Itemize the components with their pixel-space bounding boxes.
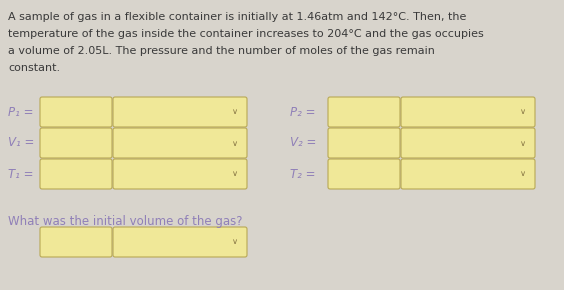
Text: V₁ =: V₁ = xyxy=(8,137,34,150)
Text: temperature of the gas inside the container increases to 204°C and the gas occup: temperature of the gas inside the contai… xyxy=(8,29,484,39)
FancyBboxPatch shape xyxy=(40,227,112,257)
FancyBboxPatch shape xyxy=(113,159,247,189)
FancyBboxPatch shape xyxy=(113,97,247,127)
Text: ∨: ∨ xyxy=(232,169,238,179)
FancyBboxPatch shape xyxy=(40,97,112,127)
Text: ∨: ∨ xyxy=(232,238,238,246)
Text: P₁ =: P₁ = xyxy=(8,106,33,119)
FancyBboxPatch shape xyxy=(40,159,112,189)
Text: ∨: ∨ xyxy=(232,108,238,117)
FancyBboxPatch shape xyxy=(113,227,247,257)
FancyBboxPatch shape xyxy=(113,128,247,158)
Text: ∨: ∨ xyxy=(520,108,526,117)
Text: constant.: constant. xyxy=(8,63,60,73)
Text: ∨: ∨ xyxy=(520,139,526,148)
Text: A sample of gas in a flexible container is initially at 1.46atm and 142°C. Then,: A sample of gas in a flexible container … xyxy=(8,12,466,22)
Text: T₁ =: T₁ = xyxy=(8,168,33,180)
Text: What was the initial volume of the gas?: What was the initial volume of the gas? xyxy=(8,215,243,227)
Text: ∨: ∨ xyxy=(520,169,526,179)
FancyBboxPatch shape xyxy=(328,159,400,189)
Text: V₂ =: V₂ = xyxy=(290,137,316,150)
Text: P₂ =: P₂ = xyxy=(290,106,315,119)
FancyBboxPatch shape xyxy=(401,128,535,158)
FancyBboxPatch shape xyxy=(401,97,535,127)
Text: ∨: ∨ xyxy=(232,139,238,148)
FancyBboxPatch shape xyxy=(328,97,400,127)
FancyBboxPatch shape xyxy=(328,128,400,158)
FancyBboxPatch shape xyxy=(40,128,112,158)
Text: T₂ =: T₂ = xyxy=(290,168,315,180)
FancyBboxPatch shape xyxy=(401,159,535,189)
Text: a volume of 2.05L. The pressure and the number of moles of the gas remain: a volume of 2.05L. The pressure and the … xyxy=(8,46,435,56)
